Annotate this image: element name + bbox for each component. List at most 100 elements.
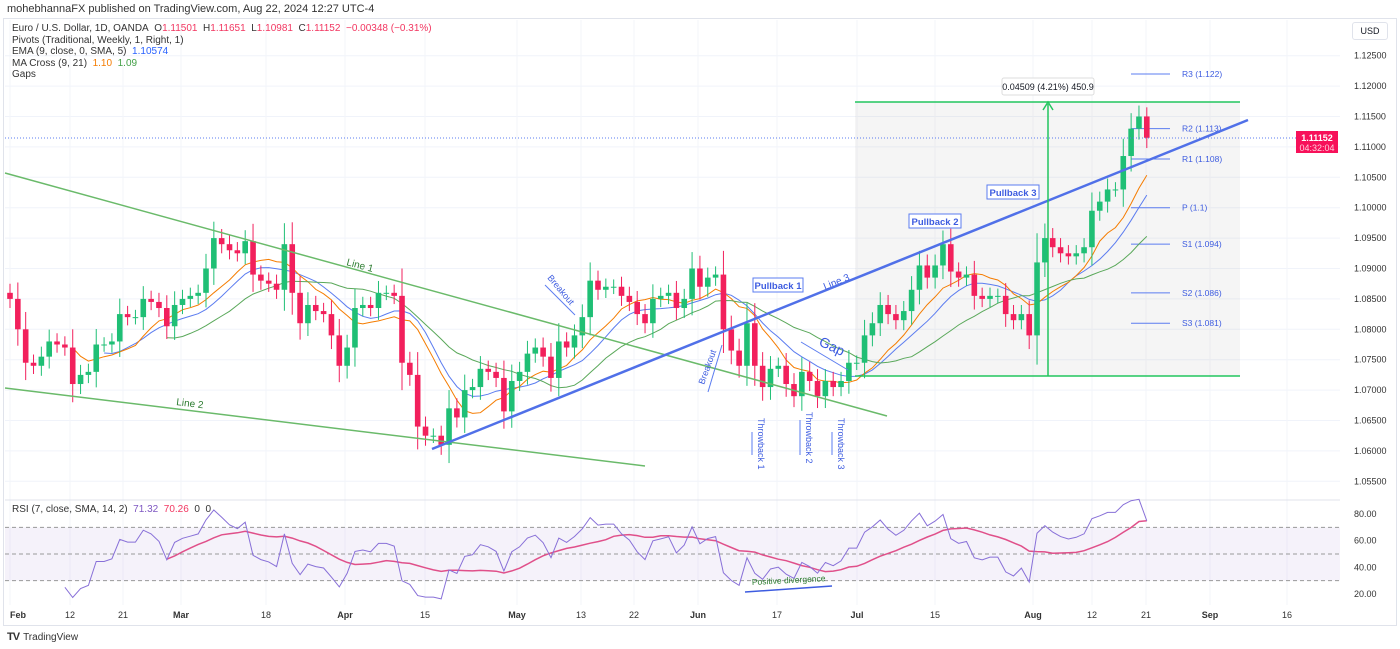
candle-body xyxy=(69,347,76,385)
candle-body xyxy=(493,371,499,378)
candle-body xyxy=(164,308,170,327)
candle-body xyxy=(477,368,484,388)
candle-body xyxy=(877,304,884,324)
line-2 xyxy=(4,387,646,467)
rsi-legend: RSI (7, close, SMA, 14, 2) 71.32 70.26 0… xyxy=(12,504,212,515)
candle-body xyxy=(885,304,891,315)
time-label: 12 xyxy=(1087,610,1097,620)
candle-body xyxy=(383,292,390,294)
candle-body xyxy=(783,365,789,385)
price-tick: 1.05500 xyxy=(1354,476,1387,486)
time-label: Jul xyxy=(850,610,863,620)
time-label: Aug xyxy=(1024,610,1042,620)
candle-body xyxy=(924,265,931,278)
pivot-label: S2 (1.086) xyxy=(1182,288,1222,298)
candle-body xyxy=(728,329,735,351)
tradingview-logo-icon: TV xyxy=(7,631,20,643)
countdown: 04:32:04 xyxy=(1299,143,1334,153)
currency-button[interactable]: USD xyxy=(1352,22,1388,40)
candle-body xyxy=(62,344,68,348)
candle-body xyxy=(469,387,476,391)
time-label: May xyxy=(508,610,526,620)
candle-body xyxy=(799,371,805,397)
candle-body xyxy=(360,304,366,309)
candle-body xyxy=(454,408,460,418)
price-tick: 1.12500 xyxy=(1354,51,1387,61)
time-label: 15 xyxy=(930,610,940,620)
candle-body xyxy=(610,286,617,288)
candle-body xyxy=(697,268,703,287)
candle-body xyxy=(806,371,813,381)
pullback-3-label: Pullback 3 xyxy=(990,188,1037,199)
candle-body xyxy=(579,317,586,336)
candle-body xyxy=(148,298,154,302)
throwback-1-label: Throwback 1 xyxy=(756,418,766,470)
pivot-label: R3 (1.122) xyxy=(1182,69,1222,79)
candle-body xyxy=(587,280,593,318)
time-label: 12 xyxy=(65,610,75,620)
candle-body xyxy=(1010,314,1017,321)
pivot-label: S1 (1.094) xyxy=(1182,239,1222,249)
candle-body xyxy=(399,295,405,363)
candle-body xyxy=(767,368,774,388)
candle-body xyxy=(7,292,13,299)
time-label: 15 xyxy=(420,610,430,620)
candle-body xyxy=(312,304,319,312)
line-1-label: Line 1 xyxy=(345,257,375,275)
candle-body xyxy=(297,292,303,324)
rsi-pane: 80.00 60.00 40.00 20.00 xyxy=(5,498,1377,600)
line-3 xyxy=(431,118,1249,451)
candle-body xyxy=(391,292,397,296)
candle-body xyxy=(665,292,672,296)
price-tick: 1.07500 xyxy=(1354,355,1387,365)
candle-body xyxy=(563,341,570,348)
pivot-label: P (1.1) xyxy=(1182,203,1208,213)
candle-body xyxy=(861,335,868,363)
candle-body xyxy=(93,344,100,372)
candle-body xyxy=(704,277,711,287)
candle-body xyxy=(46,341,52,357)
candle-body xyxy=(1089,210,1095,248)
time-label: 18 xyxy=(261,610,271,620)
time-label: Jun xyxy=(690,610,706,620)
candles xyxy=(7,105,1150,464)
candle-body xyxy=(971,274,978,296)
time-label: 22 xyxy=(629,610,639,620)
candle-body xyxy=(250,241,256,275)
candle-body xyxy=(242,241,248,254)
rsi-tick: 40.00 xyxy=(1354,562,1377,572)
candle-body xyxy=(1128,128,1134,157)
footer: TV TradingView xyxy=(7,631,78,643)
candle-body xyxy=(673,292,680,309)
candle-body xyxy=(657,295,664,299)
grid xyxy=(5,20,1340,605)
candle-body xyxy=(101,344,107,346)
candle-body xyxy=(1096,201,1103,211)
candle-body xyxy=(352,308,358,348)
candle-body xyxy=(1065,253,1072,257)
candle-body xyxy=(775,365,782,369)
candle-body xyxy=(508,380,515,412)
candle-body xyxy=(77,374,84,385)
time-label: 16 xyxy=(1282,610,1292,620)
candle-body xyxy=(571,335,578,348)
candle-body xyxy=(218,238,225,245)
candle-body xyxy=(109,341,115,345)
candle-body xyxy=(532,347,539,354)
candle-body xyxy=(273,283,280,290)
candle-body xyxy=(1104,189,1111,202)
pivot-label: R2 (1.113) xyxy=(1182,124,1222,134)
candle-body xyxy=(516,371,523,381)
time-label: Mar xyxy=(173,610,190,620)
candle-body xyxy=(603,286,609,290)
candle-body xyxy=(1026,314,1032,336)
pullback-2-label: Pullback 2 xyxy=(912,217,959,228)
time-label: Feb xyxy=(10,610,27,620)
candle-body xyxy=(414,374,421,427)
candle-body xyxy=(438,435,444,445)
candle-body xyxy=(328,314,335,336)
price-tick: 1.10000 xyxy=(1354,203,1387,213)
candle-body xyxy=(548,356,554,378)
candle-body xyxy=(869,323,876,336)
